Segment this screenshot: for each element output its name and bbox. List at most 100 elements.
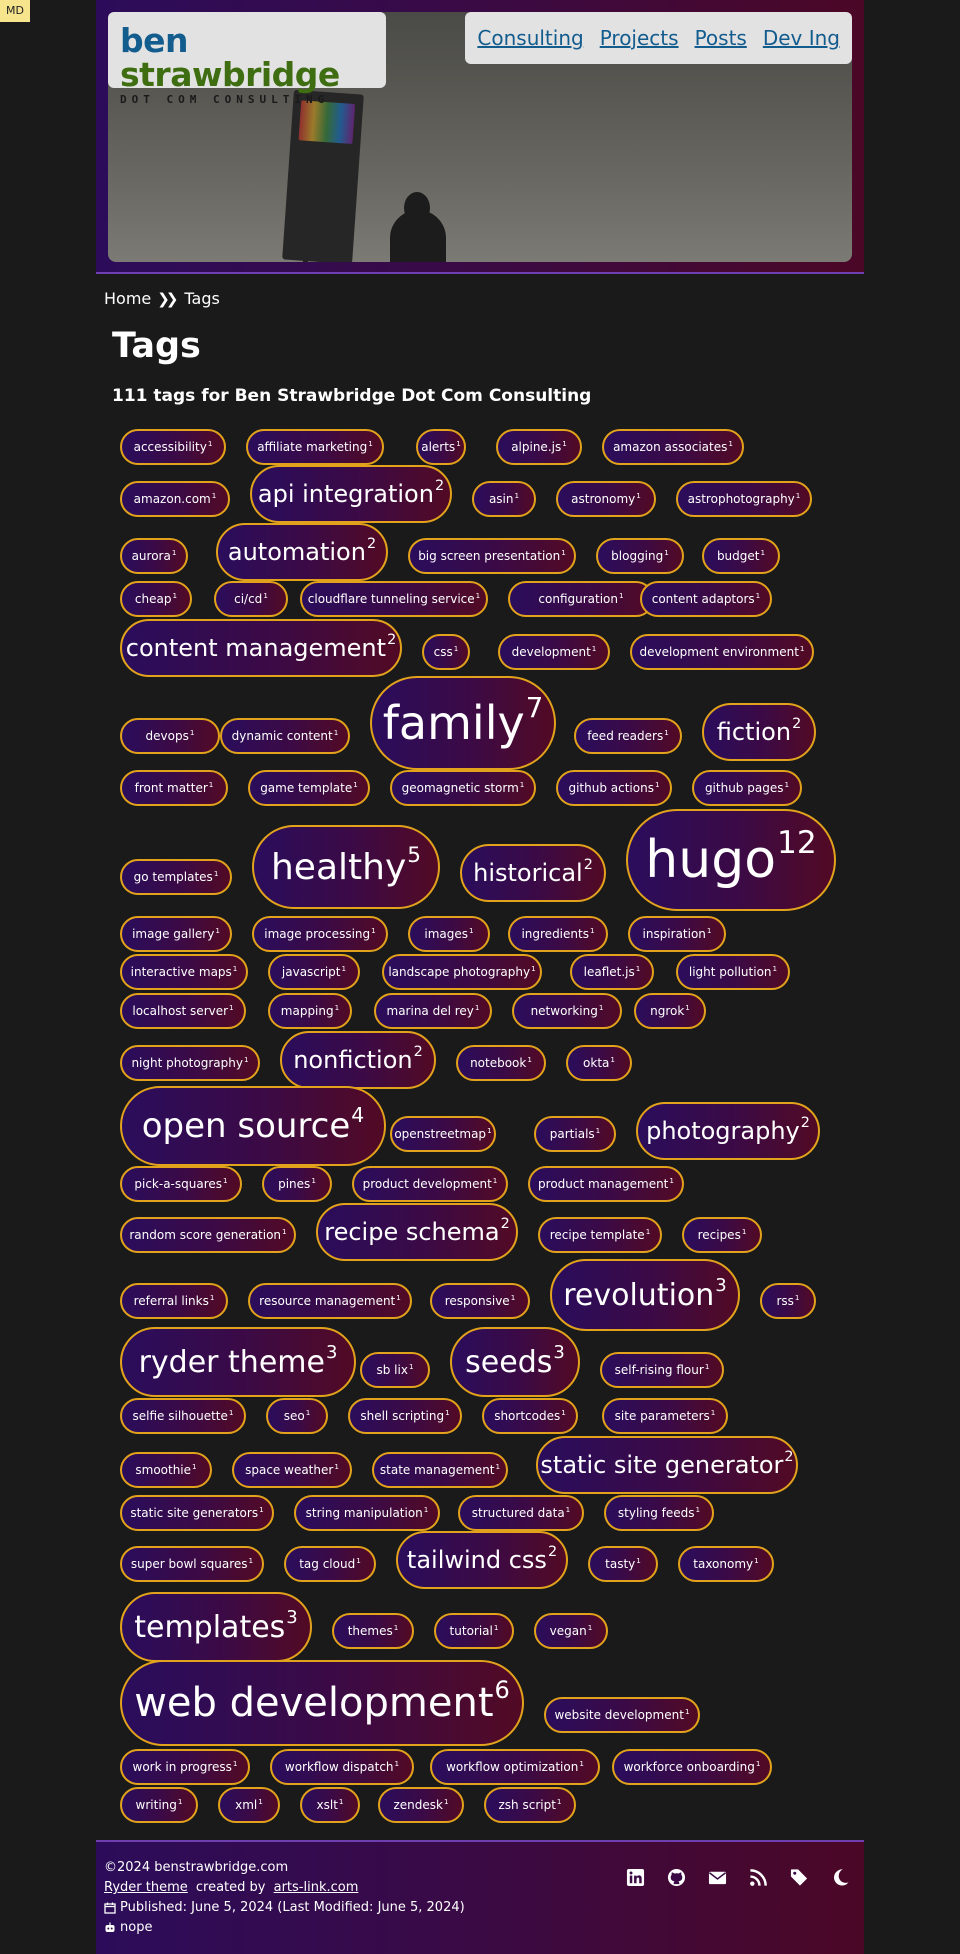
tag-inspiration[interactable]: inspiration 1 [628, 916, 726, 952]
tag-affiliate-marketing[interactable]: affiliate marketing 1 [246, 429, 384, 465]
author-link[interactable]: arts-link.com [273, 1880, 359, 1895]
tag-product-management[interactable]: product management 1 [528, 1166, 684, 1202]
tag-leaflet-js[interactable]: leaflet.js 1 [570, 954, 654, 990]
tag-image-gallery[interactable]: image gallery 1 [120, 916, 232, 952]
tag-shortcodes[interactable]: shortcodes 1 [482, 1398, 578, 1434]
tag-revolution[interactable]: revolution 3 [550, 1259, 740, 1331]
tag-automation[interactable]: automation 2 [216, 523, 388, 581]
tag-tasty[interactable]: tasty 1 [588, 1546, 658, 1582]
tag-taxonomy[interactable]: taxonomy 1 [678, 1546, 774, 1582]
tag-historical[interactable]: historical 2 [460, 844, 606, 902]
tag-development[interactable]: development 1 [498, 634, 610, 670]
breadcrumb-home-link[interactable]: Home [104, 289, 152, 308]
tag-partials[interactable]: partials 1 [534, 1116, 616, 1152]
dark-mode-icon[interactable] [831, 1868, 850, 1887]
tag-cloudflare-tunneling-service[interactable]: cloudflare tunneling service 1 [300, 581, 488, 617]
tag-photography[interactable]: photography 2 [636, 1102, 820, 1160]
tag-writing[interactable]: writing 1 [120, 1787, 198, 1823]
tag-vegan[interactable]: vegan 1 [534, 1613, 608, 1649]
tag-templates[interactable]: templates 3 [120, 1592, 312, 1662]
tag-front-matter[interactable]: front matter 1 [120, 770, 228, 806]
tag-astrophotography[interactable]: astrophotography 1 [676, 481, 812, 517]
tag-space-weather[interactable]: space weather 1 [232, 1452, 352, 1488]
tag-recipe-template[interactable]: recipe template 1 [538, 1217, 662, 1253]
tag-ryder-theme[interactable]: ryder theme 3 [120, 1327, 356, 1397]
nav-link-consulting[interactable]: Consulting [477, 26, 584, 50]
tag-family[interactable]: family 7 [370, 676, 556, 770]
tag-static-site-generators[interactable]: static site generators 1 [120, 1495, 274, 1531]
tag-tag-cloud[interactable]: tag cloud 1 [284, 1546, 376, 1582]
tag-light-pollution[interactable]: light pollution 1 [676, 954, 790, 990]
tag-landscape-photography[interactable]: landscape photography 1 [382, 954, 542, 990]
tag-networking[interactable]: networking 1 [512, 993, 622, 1029]
tag-zendesk[interactable]: zendesk 1 [378, 1787, 464, 1823]
tag-github-actions[interactable]: github actions 1 [556, 770, 672, 806]
tag-workflow-dispatch[interactable]: workflow dispatch 1 [270, 1749, 414, 1785]
tag-shell-scripting[interactable]: shell scripting 1 [348, 1398, 462, 1434]
tag-themes[interactable]: themes 1 [332, 1613, 414, 1649]
tag-static-site-generator[interactable]: static site generator 2 [536, 1436, 798, 1494]
tag-game-template[interactable]: game template 1 [248, 770, 370, 806]
tag-openstreetmap[interactable]: openstreetmap 1 [390, 1116, 496, 1152]
tag-javascript[interactable]: javascript 1 [268, 954, 360, 990]
tag-alpine-js[interactable]: alpine.js 1 [496, 429, 582, 465]
nav-link-dev-ing[interactable]: Dev Ing [762, 26, 840, 50]
tag-fiction[interactable]: fiction 2 [702, 703, 816, 761]
tag-marina-del-rey[interactable]: marina del rey 1 [374, 993, 492, 1029]
tag-alerts[interactable]: alerts 1 [416, 429, 466, 465]
tag-structured-data[interactable]: structured data 1 [458, 1495, 584, 1531]
tag-interactive-maps[interactable]: interactive maps 1 [120, 954, 248, 990]
tag-self-rising-flour[interactable]: self-rising flour 1 [600, 1352, 724, 1388]
tag-styling-feeds[interactable]: styling feeds 1 [604, 1495, 714, 1531]
tag-seeds[interactable]: seeds 3 [450, 1327, 580, 1397]
tag-content-management[interactable]: content management 2 [120, 619, 402, 677]
tag-workflow-optimization[interactable]: workflow optimization 1 [430, 1749, 600, 1785]
tag-recipes[interactable]: recipes 1 [682, 1217, 762, 1253]
tag-healthy[interactable]: healthy 5 [252, 825, 440, 909]
tag-mapping[interactable]: mapping 1 [268, 993, 352, 1029]
tag-blogging[interactable]: blogging 1 [596, 538, 684, 574]
tag-rss[interactable]: rss 1 [760, 1283, 816, 1319]
tag-work-in-progress[interactable]: work in progress 1 [120, 1749, 250, 1785]
email-icon[interactable] [708, 1868, 727, 1887]
site-logo[interactable]: ben strawbridge DOT COM CONSULTING [108, 12, 386, 106]
tag-api-integration[interactable]: api integration 2 [250, 465, 452, 523]
tag-geomagnetic-storm[interactable]: geomagnetic storm 1 [390, 770, 536, 806]
nav-link-posts[interactable]: Posts [694, 26, 747, 50]
tag-development-environment[interactable]: development environment 1 [630, 634, 814, 670]
tag-website-development[interactable]: website development 1 [544, 1697, 700, 1733]
tag-workforce-onboarding[interactable]: workforce onboarding 1 [612, 1749, 772, 1785]
tag-smoothie[interactable]: smoothie 1 [120, 1452, 212, 1488]
tag-ci-cd[interactable]: ci/cd 1 [214, 581, 288, 617]
tag-pick-a-squares[interactable]: pick-a-squares 1 [120, 1166, 242, 1202]
tag-xml[interactable]: xml 1 [218, 1787, 280, 1823]
tag-site-parameters[interactable]: site parameters 1 [602, 1398, 728, 1434]
tag-dynamic-content[interactable]: dynamic content 1 [220, 718, 350, 754]
tag-github-pages[interactable]: github pages 1 [692, 770, 802, 806]
tag-referral-links[interactable]: referral links 1 [120, 1283, 228, 1319]
tag-css[interactable]: css 1 [422, 634, 470, 670]
tag-recipe-schema[interactable]: recipe schema 2 [316, 1203, 518, 1261]
tag-seo[interactable]: seo 1 [266, 1398, 328, 1434]
tag-ingredients[interactable]: ingredients 1 [508, 916, 608, 952]
tag-sb-lix[interactable]: sb lix 1 [360, 1352, 430, 1388]
tag-aurora[interactable]: aurora 1 [120, 538, 188, 574]
tag-pines[interactable]: pines 1 [262, 1166, 332, 1202]
tag-ngrok[interactable]: ngrok 1 [634, 993, 706, 1029]
tag-nonfiction[interactable]: nonfiction 2 [280, 1031, 436, 1089]
tag-amazon-com[interactable]: amazon.com 1 [120, 481, 230, 517]
tag-open-source[interactable]: open source 4 [120, 1086, 386, 1166]
tag-cheap[interactable]: cheap 1 [120, 581, 192, 617]
tag-string-manipulation[interactable]: string manipulation 1 [294, 1495, 440, 1531]
tag-feed-readers[interactable]: feed readers 1 [574, 718, 682, 754]
tag-big-screen-presentation[interactable]: big screen presentation 1 [408, 538, 576, 574]
tag-accessibility[interactable]: accessibility 1 [120, 429, 226, 465]
tag-super-bowl-squares[interactable]: super bowl squares 1 [120, 1546, 264, 1582]
tag-images[interactable]: images 1 [408, 916, 490, 952]
tag-content-adaptors[interactable]: content adaptors 1 [640, 581, 772, 617]
linkedin-icon[interactable] [626, 1868, 645, 1887]
tag-budget[interactable]: budget 1 [702, 538, 780, 574]
tag-web-development[interactable]: web development 6 [120, 1660, 524, 1746]
tag-notebook[interactable]: notebook 1 [456, 1045, 546, 1081]
tag-random-score-generation[interactable]: random score generation 1 [120, 1217, 296, 1253]
